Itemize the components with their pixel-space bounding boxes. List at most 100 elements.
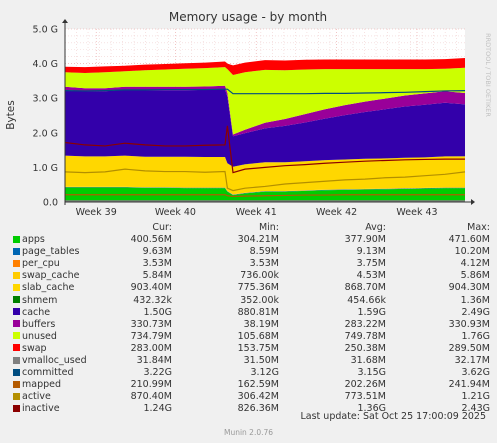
legend-min-value: 306.42M: [237, 391, 279, 403]
legend-min-value: 3.12G: [250, 367, 279, 379]
legend-series-label: unused: [22, 330, 57, 342]
legend-max-value: 5.86M: [460, 270, 490, 282]
legend-min-value: 736.00k: [240, 270, 279, 282]
legend-color-swatch: [13, 404, 20, 412]
legend-avg-value: 283.22M: [344, 318, 386, 330]
legend-min-value: 775.36M: [237, 282, 279, 294]
legend-color-swatch: [13, 235, 20, 243]
rrdtool-watermark: RRDTOOL / TOBI OETIKER: [484, 33, 492, 117]
legend-row-inactive: inactive 1.24G 826.36M 1.36G 2.43G: [13, 403, 490, 415]
legend-min-value: 304.21M: [237, 234, 279, 246]
y-tick-label: 5.0 G: [33, 25, 59, 36]
legend-series-name: active: [13, 391, 117, 403]
legend-color-swatch: [13, 259, 20, 267]
legend-avg-value: 4.53M: [356, 270, 386, 282]
last-update: Last update: Sat Oct 25 17:00:09 2025: [300, 411, 486, 422]
legend-min-value: 826.36M: [237, 403, 279, 415]
legend-row-committed: committed 3.22G 3.12G 3.15G 3.62G: [13, 367, 490, 379]
legend-color-swatch: [13, 380, 20, 388]
legend-header-avg: Avg:: [365, 222, 386, 233]
legend-color-swatch: [13, 247, 20, 255]
legend-cur-value: 3.53M: [142, 258, 172, 270]
legend-max-value: 330.93M: [448, 318, 490, 330]
legend-avg-value: 3.75M: [356, 258, 386, 270]
legend-min-value: 352.00k: [240, 294, 279, 306]
legend-row-shmem: shmem 432.32k 352.00k 454.66k 1.36M: [13, 295, 490, 307]
legend-series-label: cache: [22, 306, 51, 318]
legend-series-label: mapped: [22, 379, 62, 391]
legend-cur-value: 3.22G: [143, 367, 172, 379]
legend-cur-value: 870.40M: [130, 391, 172, 403]
legend-avg-value: 1.59G: [357, 306, 386, 318]
legend-series-name: unused: [13, 331, 117, 343]
legend-series-label: active: [22, 391, 51, 403]
legend-min-value: 880.81M: [237, 306, 279, 318]
legend-series-name: per_cpu: [13, 258, 117, 270]
legend-header-row: Cur: Min: Avg: Max:: [13, 222, 490, 234]
x-tick-label: Week 42: [316, 207, 357, 218]
legend-max-value: 4.12M: [460, 258, 490, 270]
legend-row-swap: swap 283.00M 153.75M 250.38M 289.50M: [13, 343, 490, 355]
legend-series-label: swap_cache: [22, 270, 80, 282]
legend-series-name: committed: [13, 367, 117, 379]
legend-cur-value: 31.84M: [136, 355, 172, 367]
legend-series-label: swap: [22, 342, 47, 354]
legend-color-swatch: [13, 344, 20, 352]
line-active: [64, 168, 466, 192]
legend-max-value: 32.17M: [454, 355, 490, 367]
legend-row-page-tables: page_tables 9.63M 8.59M 9.13M 10.20M: [13, 246, 490, 258]
legend-avg-value: 868.70M: [344, 282, 386, 294]
legend-row-slab-cache: slab_cache 903.40M 775.36M 868.70M 904.30M: [13, 282, 490, 294]
legend-avg-value: 749.78M: [344, 330, 386, 342]
legend-series-name: shmem: [13, 295, 117, 307]
legend-cur-value: 1.50G: [143, 306, 172, 318]
legend-header-cur: Cur:: [152, 222, 172, 233]
legend-table: Cur: Min: Avg: Max: apps 400.56M 304.21M 37…: [13, 222, 490, 416]
x-tick-label: Week 39: [76, 207, 117, 218]
legend-avg-value: 3.15G: [357, 367, 386, 379]
legend-color-swatch: [13, 283, 20, 291]
legend-color-swatch: [13, 392, 20, 400]
legend-row-vmalloc-used: vmalloc_used 31.84M 31.50M 31.68M 32.17M: [13, 355, 490, 367]
legend-cur-value: 283.00M: [130, 342, 172, 354]
munin-version: Munin 2.0.76: [223, 428, 274, 437]
legend-row-per-cpu: per_cpu 3.53M 3.53M 3.75M 4.12M: [13, 258, 490, 270]
y-tick-label: 2.0 G: [33, 128, 59, 139]
legend-row-buffers: buffers 330.73M 38.19M 283.22M 330.93M: [13, 319, 490, 331]
legend-series-name: swap: [13, 343, 117, 355]
legend-color-swatch: [13, 296, 20, 304]
legend-series-name: cache: [13, 307, 117, 319]
legend-cur-value: 1.24G: [143, 403, 172, 415]
legend-series-label: apps: [22, 234, 45, 246]
legend-max-value: 1.21G: [461, 391, 490, 403]
legend-row-swap-cache: swap_cache 5.84M 736.00k 4.53M 5.86M: [13, 270, 490, 282]
legend-series-label: shmem: [22, 294, 58, 306]
area-swap: [65, 58, 465, 76]
legend-avg-value: 454.66k: [347, 294, 386, 306]
x-axis-arrow: [471, 199, 475, 205]
legend-max-value: 241.94M: [448, 379, 490, 391]
legend-series-name: apps: [13, 234, 117, 246]
legend-series-label: buffers: [22, 318, 56, 330]
x-tick-label: Week 43: [396, 207, 437, 218]
area-apps: [65, 187, 465, 202]
legend-row-cache: cache 1.50G 880.81M 1.59G 2.49G: [13, 307, 490, 319]
legend-series-name: vmalloc_used: [13, 355, 117, 367]
y-tick-label: 0.0: [43, 198, 58, 209]
legend-max-value: 1.76G: [461, 330, 490, 342]
legend-min-value: 105.68M: [237, 330, 279, 342]
legend-avg-value: 31.68M: [350, 355, 386, 367]
legend-cur-value: 9.63M: [142, 246, 172, 258]
y-axis-arrow: [62, 19, 68, 23]
stacked-areas: [65, 58, 465, 202]
area-unused: [65, 67, 465, 135]
legend-max-value: 2.49G: [461, 306, 490, 318]
legend-cur-value: 903.40M: [130, 282, 172, 294]
legend-series-name: swap_cache: [13, 270, 117, 282]
legend-avg-value: 250.38M: [344, 342, 386, 354]
y-axis-label: Bytes: [5, 100, 17, 129]
y-tick-label: 4.0 G: [33, 59, 59, 70]
x-tick-label: Week 40: [155, 207, 196, 218]
legend-max-value: 2.43G: [461, 403, 490, 415]
legend-row-apps: apps 400.56M 304.21M 377.90M 471.60M: [13, 234, 490, 246]
